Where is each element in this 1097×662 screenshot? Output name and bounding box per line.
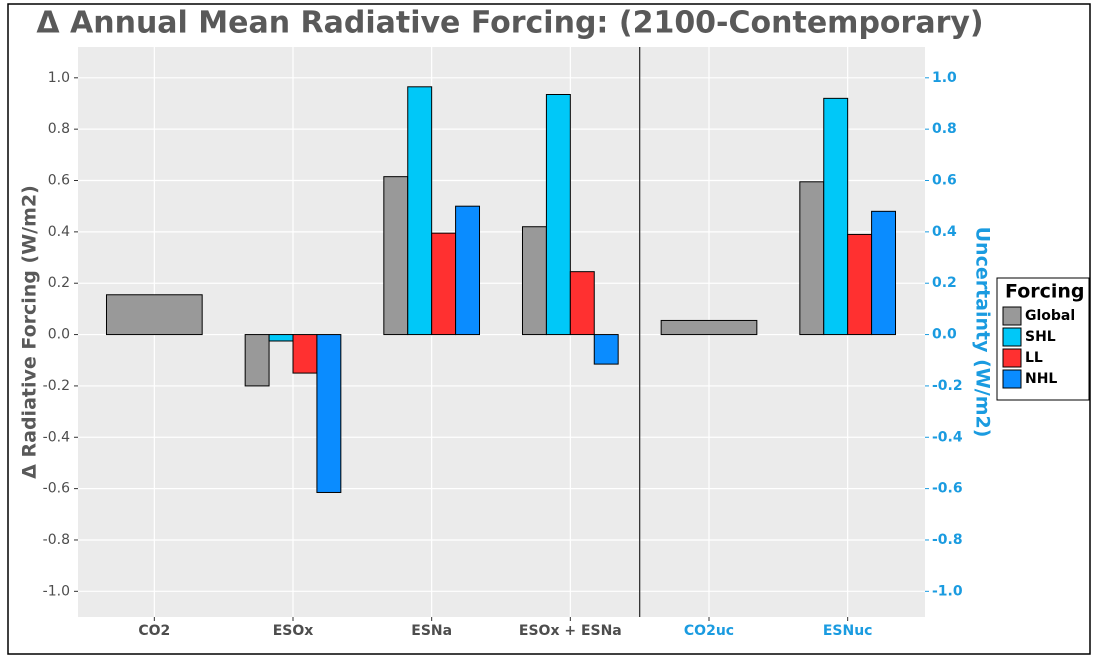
bar — [316, 334, 342, 493]
bar — [569, 271, 595, 336]
y2-tick-label: 0.8 — [932, 121, 957, 137]
x-tick-label: ESNa — [411, 623, 452, 639]
legend-label: LL — [1025, 350, 1043, 366]
panel — [78, 47, 925, 617]
y-axis-label: Δ Radiative Forcing (W/m2) — [19, 185, 41, 479]
bar — [521, 226, 547, 336]
y2-tick-label: 0.0 — [932, 327, 957, 343]
bar — [545, 94, 571, 336]
x-tick-label: ESOx + ESNa — [519, 623, 622, 639]
bar — [847, 233, 873, 336]
legend-label: NHL — [1025, 371, 1057, 387]
y-tick-label: -0.2 — [43, 378, 70, 394]
y2-tick-label: 0.6 — [932, 173, 957, 189]
legend-swatch — [1002, 348, 1022, 368]
y-tick-label: -1.0 — [43, 583, 70, 599]
legend-label: Global — [1025, 308, 1075, 324]
bar — [244, 334, 270, 387]
y-tick-label: -0.4 — [43, 429, 70, 445]
legend-label: SHL — [1025, 329, 1056, 345]
x-tick-label: CO2 — [138, 623, 170, 639]
y2-tick-label: -0.2 — [932, 378, 963, 394]
x-tick-label: ESOx — [273, 623, 314, 639]
y-tick-label: -0.8 — [43, 532, 70, 548]
y-tick-label: -0.6 — [43, 481, 70, 497]
y2-tick-label: -0.8 — [932, 532, 963, 548]
bar — [431, 232, 457, 336]
y-tick-label: 0.6 — [48, 173, 70, 189]
y2-tick-label: 0.2 — [932, 275, 957, 291]
legend-swatch — [1002, 306, 1022, 326]
bar — [871, 210, 897, 336]
bar — [799, 181, 825, 336]
bar — [105, 294, 203, 336]
bar — [660, 319, 758, 336]
bar — [593, 334, 619, 365]
legend-title: Forcing — [1005, 281, 1085, 303]
y2-tick-label: -0.4 — [932, 429, 963, 445]
bar — [407, 86, 433, 336]
y-tick-label: 0.8 — [48, 121, 70, 137]
x-tick-label: ESNuc — [823, 623, 873, 639]
y2-tick-label: 1.0 — [932, 70, 957, 86]
y2-axis-label: Uncertainty (W/m2) — [972, 227, 994, 438]
x-tick-label: CO2uc — [684, 623, 734, 639]
y-tick-label: 0.2 — [48, 275, 70, 291]
y-tick-label: 1.0 — [48, 70, 70, 86]
y-tick-label: 0.0 — [48, 327, 70, 343]
legend-swatch — [1002, 369, 1022, 389]
bar — [268, 334, 294, 342]
y2-tick-label: 0.4 — [932, 224, 957, 240]
y2-tick-label: -1.0 — [932, 583, 963, 599]
bar — [823, 97, 849, 336]
y2-tick-label: -0.6 — [932, 481, 963, 497]
bar — [455, 205, 481, 336]
bar — [383, 176, 409, 336]
legend-swatch — [1002, 327, 1022, 347]
y-tick-label: 0.4 — [48, 224, 70, 240]
bar — [292, 334, 318, 374]
chart-title: Δ Annual Mean Radiative Forcing: (2100-C… — [36, 6, 983, 41]
